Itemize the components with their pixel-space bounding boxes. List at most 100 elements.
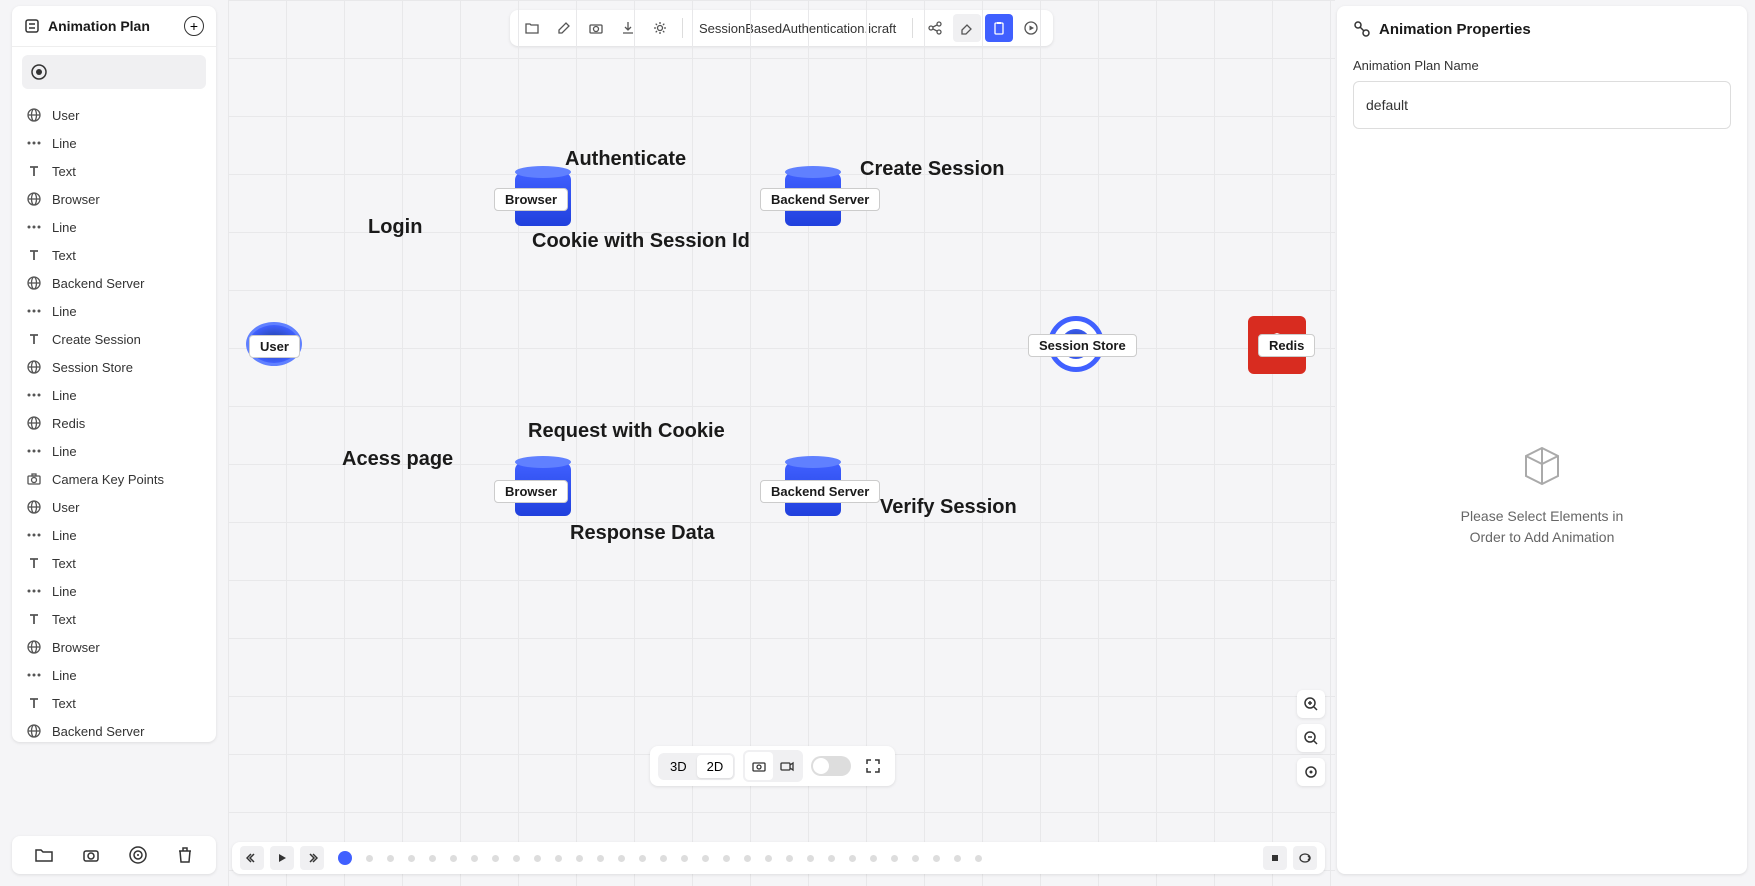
layer-item[interactable]: Camera Key Points xyxy=(12,465,216,493)
target-button[interactable] xyxy=(126,843,150,867)
timeline-dot[interactable] xyxy=(660,855,667,862)
layer-label: Text xyxy=(52,556,76,571)
layer-item[interactable]: Line xyxy=(12,381,216,409)
view-controls: 3D 2D xyxy=(650,746,895,786)
timeline-dot[interactable] xyxy=(366,855,373,862)
panel-header: Animation Plan + xyxy=(12,6,216,47)
plan-icon xyxy=(24,18,40,34)
dots-icon xyxy=(26,135,42,151)
timeline-dot[interactable] xyxy=(471,855,478,862)
timeline-dot[interactable] xyxy=(786,855,793,862)
timeline-next-button[interactable] xyxy=(300,846,324,870)
timeline-dot[interactable] xyxy=(534,855,541,862)
timeline-dot[interactable] xyxy=(429,855,436,862)
plan-name-input[interactable] xyxy=(1353,81,1731,129)
timeline-dot[interactable] xyxy=(828,855,835,862)
folder-button[interactable] xyxy=(32,843,56,867)
zoom-fit-button[interactable] xyxy=(1297,758,1325,786)
camera-view-icon[interactable] xyxy=(745,752,773,780)
delete-button[interactable] xyxy=(173,843,197,867)
layer-label: Line xyxy=(52,668,77,683)
layer-label: Line xyxy=(52,304,77,319)
timeline-dot[interactable] xyxy=(912,855,919,862)
timeline-dot[interactable] xyxy=(681,855,688,862)
layer-item[interactable]: Browser xyxy=(12,633,216,661)
globe-icon xyxy=(26,415,42,431)
properties-icon xyxy=(1353,20,1371,38)
camera-button[interactable] xyxy=(79,843,103,867)
zoom-out-button[interactable] xyxy=(1297,724,1325,752)
layer-item[interactable]: Text xyxy=(12,241,216,269)
layer-item[interactable]: Line xyxy=(12,213,216,241)
timeline-dot[interactable] xyxy=(597,855,604,862)
layer-label: Text xyxy=(52,612,76,627)
layer-item[interactable]: Redis xyxy=(12,409,216,437)
globe-icon xyxy=(26,191,42,207)
layer-item[interactable]: Text xyxy=(12,549,216,577)
layer-item[interactable]: Backend Server xyxy=(12,269,216,297)
timeline-marker[interactable] xyxy=(338,851,352,865)
layer-item[interactable]: Browser xyxy=(12,185,216,213)
timeline-dot[interactable] xyxy=(975,855,982,862)
view-toggle[interactable] xyxy=(811,756,851,776)
globe-icon xyxy=(26,723,42,739)
timeline-dot[interactable] xyxy=(891,855,898,862)
timeline-dot[interactable] xyxy=(849,855,856,862)
timeline-dot[interactable] xyxy=(870,855,877,862)
timeline-dot[interactable] xyxy=(702,855,709,862)
layer-label: Line xyxy=(52,584,77,599)
layer-item[interactable]: Line xyxy=(12,437,216,465)
dots-icon xyxy=(26,667,42,683)
layer-item[interactable]: Text xyxy=(12,157,216,185)
layer-label: Create Session xyxy=(52,332,141,347)
timeline-dot[interactable] xyxy=(576,855,583,862)
timeline-dot[interactable] xyxy=(723,855,730,862)
timeline-dot[interactable] xyxy=(492,855,499,862)
pinned-row[interactable] xyxy=(22,55,206,89)
timeline-stop-button[interactable] xyxy=(1263,846,1287,870)
layer-item[interactable]: Line xyxy=(12,297,216,325)
diagram-svg xyxy=(228,0,528,150)
text-icon xyxy=(26,555,42,571)
layer-label: Line xyxy=(52,136,77,151)
timeline-prev-button[interactable] xyxy=(240,846,264,870)
timeline-dot[interactable] xyxy=(513,855,520,862)
layer-item[interactable]: Line xyxy=(12,521,216,549)
layer-item[interactable]: Text xyxy=(12,689,216,717)
layer-item[interactable]: Line xyxy=(12,661,216,689)
layer-item[interactable]: Line xyxy=(12,577,216,605)
timeline-track[interactable] xyxy=(330,855,1257,861)
timeline-dot[interactable] xyxy=(450,855,457,862)
createsession-label: Create Session xyxy=(860,158,1005,181)
timeline-dot[interactable] xyxy=(807,855,814,862)
timeline-dot[interactable] xyxy=(954,855,961,862)
backend2-label: Backend Server xyxy=(760,480,880,503)
layer-list: UserLineTextBrowserLineTextBackend Serve… xyxy=(12,97,216,742)
timeline-play-button[interactable] xyxy=(270,846,294,870)
timeline-dot[interactable] xyxy=(765,855,772,862)
dots-icon xyxy=(26,583,42,599)
view-3d-button[interactable]: 3D xyxy=(660,755,697,778)
timeline-dot[interactable] xyxy=(387,855,394,862)
video-view-icon[interactable] xyxy=(773,752,801,780)
layer-item[interactable]: Text xyxy=(12,605,216,633)
zoom-in-button[interactable] xyxy=(1297,690,1325,718)
timeline-dot[interactable] xyxy=(618,855,625,862)
timeline-loop-button[interactable] xyxy=(1293,846,1317,870)
expand-icon[interactable] xyxy=(859,752,887,780)
timeline-dot[interactable] xyxy=(408,855,415,862)
view-2d-button[interactable]: 2D xyxy=(697,755,734,778)
layer-item[interactable]: User xyxy=(12,101,216,129)
timeline-dot[interactable] xyxy=(639,855,646,862)
layer-item[interactable]: Create Session xyxy=(12,325,216,353)
layer-label: Browser xyxy=(52,640,100,655)
layer-item[interactable]: Backend Server xyxy=(12,717,216,742)
add-plan-button[interactable]: + xyxy=(184,16,204,36)
layer-item[interactable]: Session Store xyxy=(12,353,216,381)
timeline-dot[interactable] xyxy=(744,855,751,862)
text-icon xyxy=(26,247,42,263)
layer-item[interactable]: Line xyxy=(12,129,216,157)
timeline-dot[interactable] xyxy=(555,855,562,862)
layer-item[interactable]: User xyxy=(12,493,216,521)
timeline-dot[interactable] xyxy=(933,855,940,862)
